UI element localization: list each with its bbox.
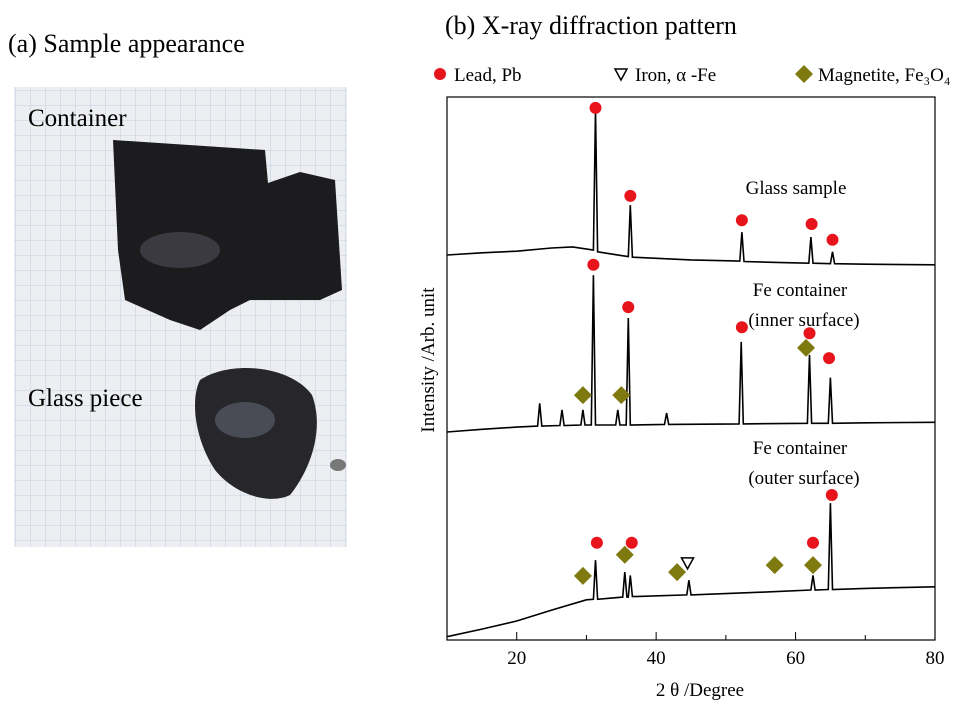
marker <box>624 190 636 202</box>
marker <box>826 489 838 501</box>
photo-label: Glass piece <box>28 385 143 412</box>
legend-label: Magnetite, Fe₃O₄ <box>818 65 951 86</box>
figure: (a) Sample appearance Container Glass pi… <box>0 0 966 702</box>
marker <box>736 321 748 333</box>
legend-marker <box>434 68 446 80</box>
x-tick-label: 20 <box>507 648 526 669</box>
marker <box>806 218 818 230</box>
trace <box>447 275 935 432</box>
marker <box>766 556 784 574</box>
marker <box>827 234 839 246</box>
chart-title: (b) X-ray diffraction pattern <box>445 11 737 40</box>
marker <box>804 327 816 339</box>
marker <box>574 386 592 404</box>
trace-label: Fe container <box>753 280 848 301</box>
marker <box>591 537 603 549</box>
trace <box>447 110 935 265</box>
y-axis-label: Intensity /Arb. unit <box>418 287 439 433</box>
marker <box>622 301 634 313</box>
marker <box>804 556 822 574</box>
trace-label: (inner surface) <box>748 310 859 331</box>
legend-label: Lead, Pb <box>454 65 522 86</box>
marker <box>736 214 748 226</box>
page: (a) Sample appearance Container Glass pi… <box>0 0 966 707</box>
marker <box>574 567 592 585</box>
glass-piece-highlight <box>215 402 275 438</box>
marker <box>823 352 835 364</box>
legend-label: Iron, α -Fe <box>635 65 716 86</box>
x-tick-label: 80 <box>926 648 945 669</box>
container-detail <box>140 232 220 268</box>
marker <box>587 259 599 271</box>
trace-label: Glass sample <box>746 178 847 199</box>
marker <box>668 563 686 581</box>
fragment <box>330 459 346 471</box>
marker <box>682 558 694 569</box>
photo-label: Container <box>28 105 127 132</box>
panel-a-title: (a) Sample appearance <box>8 29 245 58</box>
x-axis-label: 2 θ /Degree <box>656 680 744 701</box>
marker <box>797 339 815 357</box>
marker <box>589 102 601 114</box>
marker <box>626 537 638 549</box>
trace-label: Fe container <box>753 438 848 459</box>
marker <box>807 537 819 549</box>
x-tick-label: 40 <box>647 648 666 669</box>
photo <box>14 87 347 547</box>
legend-marker <box>615 69 627 80</box>
x-tick-label: 60 <box>786 648 805 669</box>
legend-marker <box>795 65 813 83</box>
trace-label: (outer surface) <box>748 468 859 489</box>
trace <box>447 503 935 637</box>
